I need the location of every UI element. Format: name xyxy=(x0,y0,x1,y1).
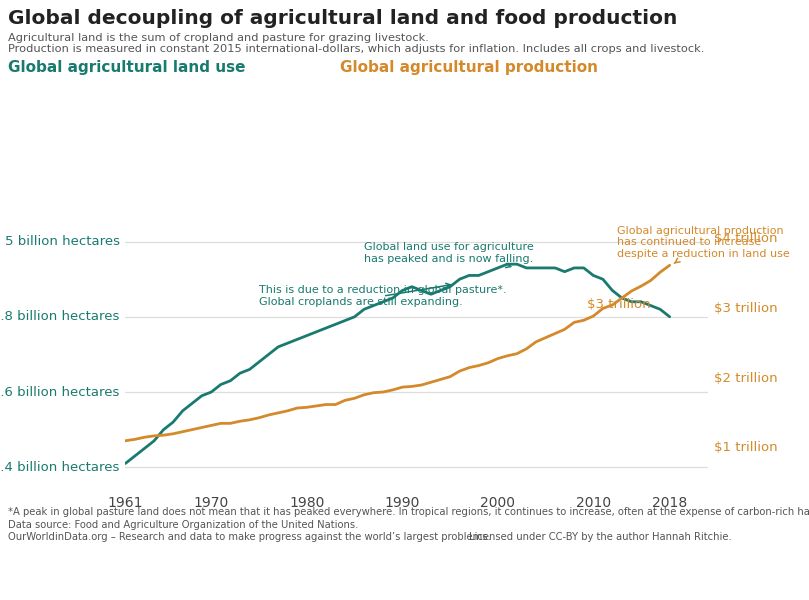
Text: Global decoupling of agricultural land and food production: Global decoupling of agricultural land a… xyxy=(8,9,677,28)
Text: 4.8 billion hectares: 4.8 billion hectares xyxy=(0,310,120,323)
Text: Global agricultural land use: Global agricultural land use xyxy=(8,60,246,75)
Text: $3 trillion: $3 trillion xyxy=(587,298,650,311)
Text: Global land use for agriculture
has peaked and is now falling.: Global land use for agriculture has peak… xyxy=(364,242,534,268)
Text: Agricultural land is the sum of cropland and pasture for grazing livestock.: Agricultural land is the sum of cropland… xyxy=(8,33,429,43)
Text: $4 trillion: $4 trillion xyxy=(714,232,777,245)
Text: Production is measured in constant 2015 international-dollars, which adjusts for: Production is measured in constant 2015 … xyxy=(8,44,705,55)
Text: Licensed under CC-BY by the author Hannah Ritchie.: Licensed under CC-BY by the author Hanna… xyxy=(469,532,732,542)
Text: Data source: Food and Agriculture Organization of the United Nations.: Data source: Food and Agriculture Organi… xyxy=(8,520,358,530)
Text: Global agricultural production: Global agricultural production xyxy=(340,60,598,75)
Text: Our World
in Data: Our World in Data xyxy=(712,8,788,35)
Text: 4.6 billion hectares: 4.6 billion hectares xyxy=(0,386,120,398)
Text: Global agricultural production
has continued to increase
despite a reduction in : Global agricultural production has conti… xyxy=(617,226,790,263)
Text: OurWorldinData.org – Research and data to make progress against the world’s larg: OurWorldinData.org – Research and data t… xyxy=(8,532,491,542)
Text: 4.4 billion hectares: 4.4 billion hectares xyxy=(0,461,120,473)
Text: $3 trillion: $3 trillion xyxy=(714,302,777,315)
Text: $1 trillion: $1 trillion xyxy=(714,441,777,454)
Text: *A peak in global pasture land does not mean that it has peaked everywhere. In t: *A peak in global pasture land does not … xyxy=(8,507,809,517)
Text: $2 trillion: $2 trillion xyxy=(714,371,777,385)
Text: This is due to a reduction in global pasture*.
Global croplands are still expand: This is due to a reduction in global pas… xyxy=(259,283,506,307)
Text: 5 billion hectares: 5 billion hectares xyxy=(5,235,120,248)
